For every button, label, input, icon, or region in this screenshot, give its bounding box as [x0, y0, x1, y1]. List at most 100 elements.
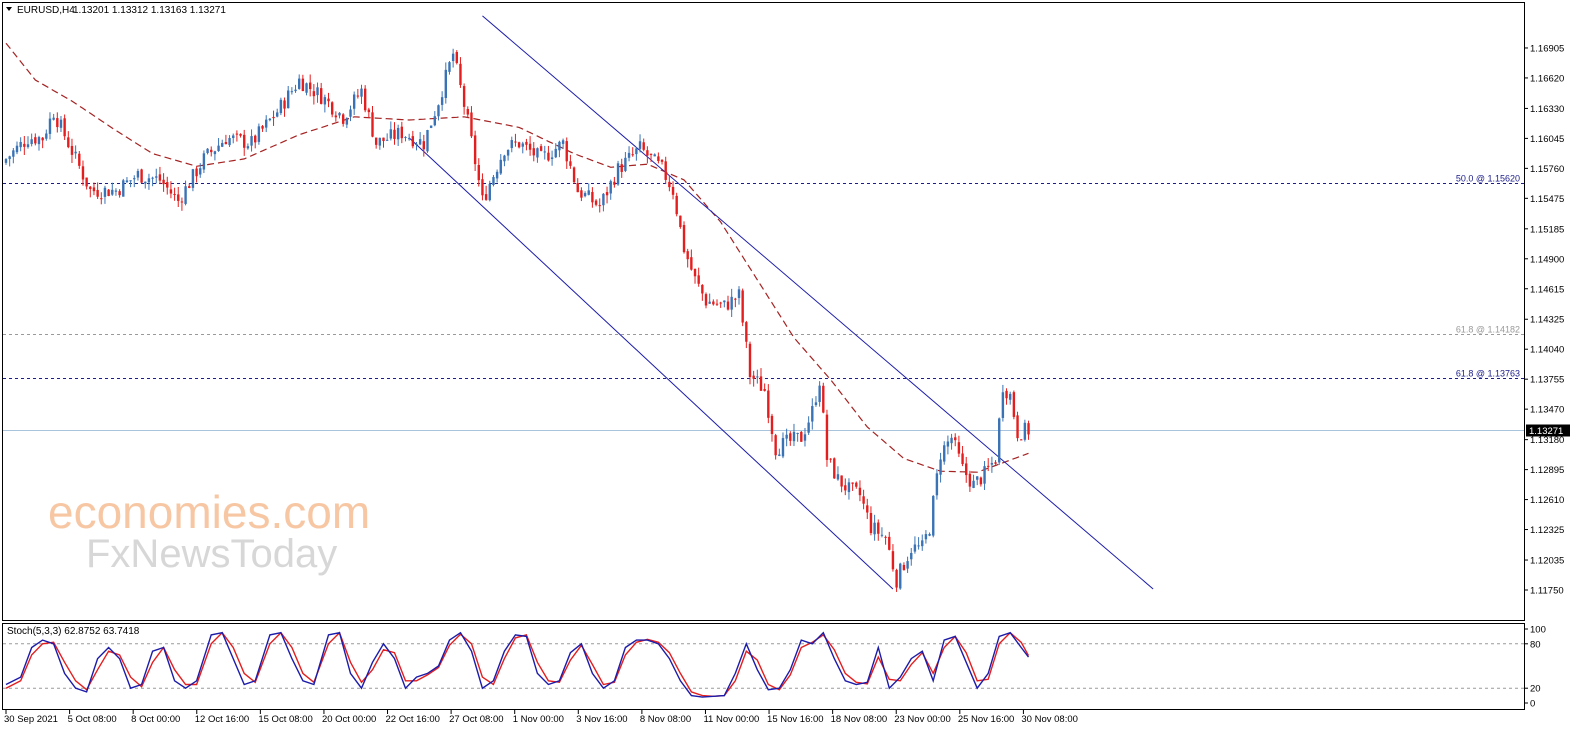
candle-body — [444, 69, 447, 98]
candle-body — [122, 180, 125, 197]
candle-body — [547, 152, 550, 161]
candle-body — [59, 119, 63, 128]
candle-body — [338, 112, 341, 116]
candle-body — [891, 551, 895, 570]
candle-body — [85, 177, 88, 187]
candle-body — [613, 181, 616, 185]
candle-body — [147, 178, 151, 183]
candle-body — [184, 186, 187, 204]
candle-body — [939, 459, 942, 475]
candle-body — [30, 139, 33, 145]
candle-body — [506, 149, 510, 156]
candle-body — [136, 171, 140, 178]
candle-body — [235, 133, 239, 135]
candle-body — [1005, 390, 1008, 399]
candle-body — [759, 376, 763, 391]
candle-body — [583, 193, 587, 197]
candle-body — [888, 536, 891, 550]
candle-body — [649, 153, 653, 155]
candle-body — [734, 298, 737, 300]
candle-body — [56, 118, 59, 128]
candle-body — [514, 141, 517, 143]
price-tick-label: 1.12610 — [1530, 495, 1564, 506]
price-tick-label: 1.11750 — [1530, 586, 1564, 597]
candle-body — [360, 88, 363, 97]
candle-body — [316, 87, 319, 96]
candle-body — [602, 193, 605, 206]
candle-body — [481, 179, 484, 196]
candle-body — [19, 141, 22, 148]
candle-body — [620, 164, 623, 172]
candle-body — [455, 52, 458, 63]
candle-body — [243, 134, 246, 148]
price-tick-label: 1.14325 — [1530, 315, 1564, 326]
candle-body — [407, 138, 411, 140]
candle-body — [34, 137, 37, 144]
candle-body — [418, 139, 422, 145]
horizontal-levels: 50.0 @ 1.15620 61.8 @ 1.14182 61.8 @ 1.137… — [3, 174, 1524, 431]
time-tick-label: 30 Nov 08:00 — [1021, 714, 1078, 725]
candle-body — [869, 513, 873, 534]
price-pane[interactable] — [2, 2, 1525, 621]
candle-body — [1016, 415, 1019, 439]
candle-body — [100, 198, 103, 200]
candle-body — [609, 181, 612, 194]
time-axis[interactable]: 30 Sep 2021 5 Oct 08:00 8 Oct 00:00 12 Oct … — [4, 710, 1078, 725]
price-axis[interactable]: 1.16905 1.16620 1.16330 1.16045 1.15760 1.154… — [1524, 43, 1570, 597]
candle-body — [723, 300, 726, 303]
candle-body — [268, 118, 272, 121]
candle-body — [257, 126, 261, 142]
candle-body — [125, 180, 129, 183]
candle-body — [814, 402, 818, 406]
channel-line — [408, 137, 894, 590]
candle-body — [818, 385, 821, 403]
candle-body — [543, 151, 546, 153]
candle-body — [349, 109, 352, 117]
candle-body — [1020, 439, 1023, 441]
candle-body — [37, 137, 41, 145]
candle-body — [910, 552, 913, 560]
candle-body — [63, 118, 66, 137]
candle-body — [913, 544, 917, 552]
candle-body — [708, 301, 711, 304]
candle-body — [811, 406, 814, 422]
candle-body — [591, 191, 594, 203]
stochastic-axis: 100 80 20 0 — [1524, 625, 1546, 710]
time-tick-label: 27 Oct 08:00 — [449, 714, 503, 725]
candle-body — [199, 168, 202, 175]
candle-body — [807, 422, 810, 433]
candle-body — [748, 343, 752, 378]
time-tick-label: 22 Oct 16:00 — [386, 714, 440, 725]
candle-body — [638, 141, 642, 149]
candle-body — [525, 141, 528, 145]
time-tick-label: 5 Oct 08:00 — [68, 714, 117, 725]
candle-body — [836, 474, 840, 480]
current-price-tag — [1526, 424, 1570, 437]
candle-body — [272, 116, 275, 119]
candle-body — [789, 433, 792, 441]
candle-body — [569, 161, 572, 166]
candle-body — [400, 126, 404, 139]
candle-body — [580, 190, 583, 198]
candle-body — [133, 178, 136, 180]
candle-body — [862, 496, 865, 504]
candle-body — [719, 302, 722, 304]
candle-body — [41, 137, 44, 141]
stochastic-pane[interactable] — [2, 623, 1525, 710]
symbol-timeframe: EURUSD,H4 — [17, 5, 75, 16]
candle-body — [840, 475, 843, 487]
candle-body — [140, 169, 143, 183]
candle-body — [902, 564, 906, 571]
candle-body — [166, 182, 169, 188]
candle-body — [686, 251, 689, 260]
candle-body — [92, 187, 96, 192]
candle-body — [697, 275, 700, 284]
time-tick-label: 18 Nov 08:00 — [831, 714, 888, 725]
symbol-dropdown-icon[interactable] — [6, 7, 12, 11]
candle-body — [301, 78, 305, 92]
time-tick-label: 1 Nov 00:00 — [513, 714, 564, 725]
time-tick-label: 15 Oct 08:00 — [258, 714, 312, 725]
candle-body — [374, 137, 378, 145]
candle-body — [781, 438, 785, 457]
